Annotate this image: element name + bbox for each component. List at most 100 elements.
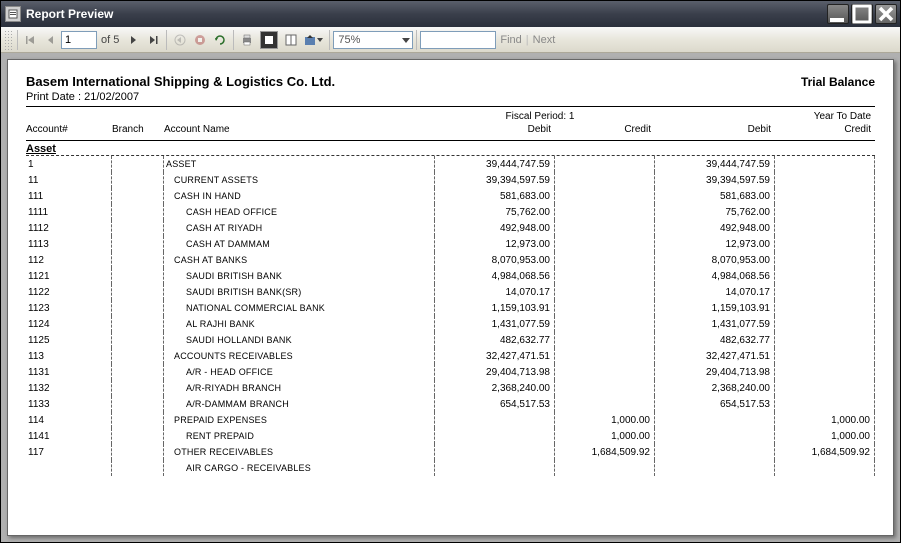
cell-branch	[112, 236, 164, 252]
close-button[interactable]	[875, 4, 897, 24]
cell-debit-1: 1,159,103.91	[435, 300, 555, 316]
rule	[26, 106, 875, 107]
cell-debit-1	[435, 428, 555, 444]
cell-debit-2: 12,973.00	[655, 236, 775, 252]
cell-credit-2	[775, 332, 875, 348]
cell-name: SAUDI BRITISH BANK(SR)	[164, 284, 435, 300]
cell-debit-2: 32,427,471.51	[655, 348, 775, 364]
cell-credit-1	[555, 460, 655, 476]
table-row: 1125SAUDI HOLLANDI BANK482,632.77482,632…	[26, 332, 875, 348]
cell-branch	[112, 204, 164, 220]
cell-branch	[112, 396, 164, 412]
cell-name: SAUDI BRITISH BANK	[164, 268, 435, 284]
cell-branch	[112, 348, 164, 364]
table-row: 114PREPAID EXPENSES1,000.001,000.00	[26, 412, 875, 428]
cell-debit-2: 14,070.17	[655, 284, 775, 300]
first-page-button[interactable]	[21, 30, 41, 50]
col-branch: Branch	[112, 124, 164, 135]
refresh-button[interactable]	[210, 30, 230, 50]
cell-branch	[112, 268, 164, 284]
table-row: 1112CASH AT RIYADH492,948.00492,948.00	[26, 220, 875, 236]
cell-account: 1113	[26, 236, 112, 252]
toolbar-grip	[4, 30, 12, 50]
toolbar-separator	[17, 30, 18, 50]
next-page-button[interactable]	[123, 30, 143, 50]
next-link[interactable]: Next	[533, 34, 556, 46]
cell-credit-2	[775, 236, 875, 252]
table-row: 112CASH AT BANKS8,070,953.008,070,953.00	[26, 252, 875, 268]
col-account: Account#	[26, 124, 112, 135]
cell-debit-1: 29,404,713.98	[435, 364, 555, 380]
cell-credit-2	[775, 172, 875, 188]
company-name: Basem International Shipping & Logistics…	[26, 74, 335, 89]
cell-debit-1: 8,070,953.00	[435, 252, 555, 268]
find-link[interactable]: Find	[500, 34, 521, 46]
table-row: 11CURRENT ASSETS39,394,597.5939,394,597.…	[26, 172, 875, 188]
page-number-input[interactable]	[61, 31, 97, 49]
table-row: 111CASH IN HAND581,683.00581,683.00	[26, 188, 875, 204]
zoom-select[interactable]: 75%	[333, 31, 413, 49]
cell-debit-1	[435, 444, 555, 460]
col-name: Account Name	[164, 124, 435, 135]
cell-credit-2	[775, 284, 875, 300]
cell-name: CASH HEAD OFFICE	[164, 204, 435, 220]
cell-credit-2	[775, 268, 875, 284]
last-page-button[interactable]	[143, 30, 163, 50]
stop-button[interactable]	[190, 30, 210, 50]
maximize-button[interactable]	[851, 4, 873, 24]
table-row: 1132A/R-RIYADH BRANCH2,368,240.002,368,2…	[26, 380, 875, 396]
cell-credit-1	[555, 380, 655, 396]
export-button[interactable]	[301, 30, 326, 50]
cell-name: CASH AT BANKS	[164, 252, 435, 268]
cell-account: 1133	[26, 396, 112, 412]
col-credit-2: Credit	[775, 124, 875, 135]
cell-name: AL RAJHI BANK	[164, 316, 435, 332]
cell-branch	[112, 284, 164, 300]
cell-debit-1: 39,394,597.59	[435, 172, 555, 188]
table-row: 1123NATIONAL COMMERCIAL BANK1,159,103.91…	[26, 300, 875, 316]
table-row: 1ASSET39,444,747.5939,444,747.59	[26, 156, 875, 172]
table-row: 1121SAUDI BRITISH BANK4,984,068.564,984,…	[26, 268, 875, 284]
print-layout-button[interactable]	[257, 30, 281, 50]
cell-name: ASSET	[164, 156, 435, 172]
cell-debit-2: 2,368,240.00	[655, 380, 775, 396]
window-title: Report Preview	[26, 7, 825, 21]
table-row: 1131A/R - HEAD OFFICE29,404,713.9829,404…	[26, 364, 875, 380]
cell-debit-1: 482,632.77	[435, 332, 555, 348]
column-header: Account# Branch Account Name Debit Credi…	[26, 124, 875, 137]
toolbar-separator: |	[526, 34, 529, 46]
cell-debit-2: 1,431,077.59	[655, 316, 775, 332]
cell-credit-2	[775, 204, 875, 220]
cell-credit-1	[555, 156, 655, 172]
cell-credit-1: 1,000.00	[555, 412, 655, 428]
back-button[interactable]	[170, 30, 190, 50]
table-row: AIR CARGO - RECEIVABLES	[26, 460, 875, 476]
report-viewport: Basem International Shipping & Logistics…	[1, 53, 900, 542]
cell-credit-2	[775, 220, 875, 236]
cell-credit-2	[775, 348, 875, 364]
print-button[interactable]	[237, 30, 257, 50]
minimize-button[interactable]	[827, 4, 849, 24]
cell-branch	[112, 188, 164, 204]
page-setup-button[interactable]	[281, 30, 301, 50]
cell-debit-2	[655, 412, 775, 428]
cell-account: 114	[26, 412, 112, 428]
cell-debit-1: 12,973.00	[435, 236, 555, 252]
report-rows: 1ASSET39,444,747.5939,444,747.5911CURREN…	[26, 156, 875, 476]
report-page: Basem International Shipping & Logistics…	[7, 59, 894, 536]
cell-branch	[112, 460, 164, 476]
fiscal-period-label: Fiscal Period: 1	[385, 111, 695, 122]
cell-account: 111	[26, 188, 112, 204]
cell-name: AIR CARGO - RECEIVABLES	[164, 460, 435, 476]
cell-name: SAUDI HOLLANDI BANK	[164, 332, 435, 348]
prev-page-button[interactable]	[41, 30, 61, 50]
find-input[interactable]	[420, 31, 496, 49]
cell-credit-2: 1,000.00	[775, 428, 875, 444]
cell-credit-1	[555, 172, 655, 188]
cell-credit-1	[555, 204, 655, 220]
cell-name: A/R-RIYADH BRANCH	[164, 380, 435, 396]
cell-name: CURRENT ASSETS	[164, 172, 435, 188]
cell-debit-1: 14,070.17	[435, 284, 555, 300]
cell-branch	[112, 220, 164, 236]
table-row: 117OTHER RECEIVABLES1,684,509.921,684,50…	[26, 444, 875, 460]
